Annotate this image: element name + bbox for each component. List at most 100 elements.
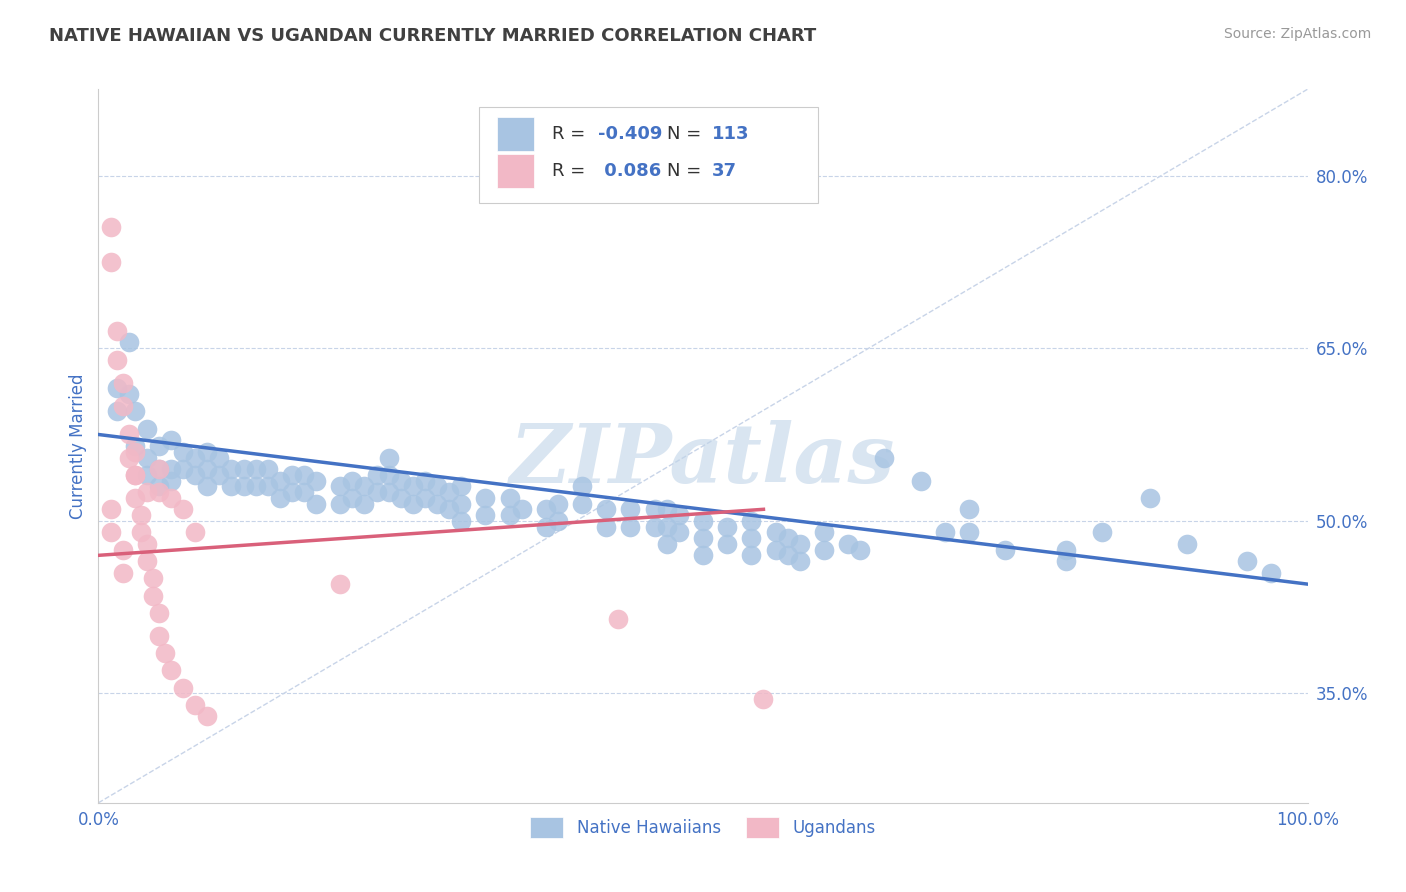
Point bbox=[129, 508, 152, 522]
Point bbox=[172, 444, 194, 458]
Point bbox=[195, 462, 218, 476]
Point bbox=[195, 709, 218, 723]
Point bbox=[245, 462, 267, 476]
Text: N =: N = bbox=[666, 162, 707, 180]
Point bbox=[124, 467, 146, 482]
Point bbox=[402, 497, 425, 511]
Point bbox=[692, 531, 714, 545]
Point bbox=[269, 491, 291, 505]
Point bbox=[740, 514, 762, 528]
Point bbox=[837, 537, 859, 551]
Point bbox=[160, 491, 183, 505]
Point bbox=[305, 497, 328, 511]
Point bbox=[402, 479, 425, 493]
Point bbox=[184, 525, 207, 540]
Point bbox=[571, 497, 593, 511]
Point bbox=[353, 479, 375, 493]
Point bbox=[655, 519, 678, 533]
Point bbox=[1054, 542, 1077, 557]
Point bbox=[135, 450, 157, 465]
Point bbox=[692, 514, 714, 528]
Point bbox=[716, 519, 738, 533]
Point bbox=[934, 525, 956, 540]
Point bbox=[1139, 491, 1161, 505]
Point bbox=[148, 629, 170, 643]
FancyBboxPatch shape bbox=[479, 107, 818, 203]
Point bbox=[413, 474, 436, 488]
Point bbox=[124, 404, 146, 418]
Point bbox=[1054, 554, 1077, 568]
Point bbox=[813, 542, 835, 557]
Point bbox=[1236, 554, 1258, 568]
Point bbox=[692, 549, 714, 563]
Point bbox=[849, 542, 872, 557]
Point bbox=[426, 497, 449, 511]
Point bbox=[148, 485, 170, 500]
Text: NATIVE HAWAIIAN VS UGANDAN CURRENTLY MARRIED CORRELATION CHART: NATIVE HAWAIIAN VS UGANDAN CURRENTLY MAR… bbox=[49, 27, 817, 45]
Point bbox=[256, 462, 278, 476]
Point bbox=[740, 549, 762, 563]
Point bbox=[129, 525, 152, 540]
Point bbox=[100, 220, 122, 235]
Text: R =: R = bbox=[551, 162, 591, 180]
Point bbox=[450, 479, 472, 493]
Text: 37: 37 bbox=[711, 162, 737, 180]
Legend: Native Hawaiians, Ugandans: Native Hawaiians, Ugandans bbox=[523, 811, 883, 845]
Point bbox=[100, 525, 122, 540]
Point bbox=[100, 502, 122, 516]
Point bbox=[221, 462, 243, 476]
Point bbox=[668, 525, 690, 540]
Point bbox=[789, 554, 811, 568]
Point bbox=[957, 525, 980, 540]
Point bbox=[716, 537, 738, 551]
Point bbox=[776, 549, 799, 563]
Point bbox=[111, 376, 134, 390]
Point bbox=[437, 485, 460, 500]
Point bbox=[160, 664, 183, 678]
Point bbox=[184, 467, 207, 482]
Text: R =: R = bbox=[551, 125, 591, 143]
Point bbox=[607, 612, 630, 626]
Point bbox=[105, 381, 128, 395]
Text: 113: 113 bbox=[711, 125, 749, 143]
Point bbox=[245, 479, 267, 493]
Text: ZIPatlas: ZIPatlas bbox=[510, 420, 896, 500]
Text: Source: ZipAtlas.com: Source: ZipAtlas.com bbox=[1223, 27, 1371, 41]
Point bbox=[184, 698, 207, 712]
Point bbox=[160, 474, 183, 488]
Point bbox=[135, 422, 157, 436]
Point bbox=[292, 485, 315, 500]
Point bbox=[100, 255, 122, 269]
Point bbox=[142, 571, 165, 585]
Point bbox=[595, 502, 617, 516]
Point bbox=[135, 537, 157, 551]
Point bbox=[105, 352, 128, 367]
Point bbox=[413, 491, 436, 505]
Point bbox=[1091, 525, 1114, 540]
Point bbox=[571, 479, 593, 493]
Point bbox=[644, 519, 666, 533]
Point bbox=[342, 491, 364, 505]
Point bbox=[305, 474, 328, 488]
Point bbox=[256, 479, 278, 493]
Point bbox=[148, 439, 170, 453]
Point bbox=[776, 531, 799, 545]
Point bbox=[547, 497, 569, 511]
Point bbox=[474, 508, 496, 522]
Point bbox=[172, 681, 194, 695]
Point bbox=[957, 502, 980, 516]
Point bbox=[655, 502, 678, 516]
Point bbox=[342, 474, 364, 488]
Point bbox=[668, 508, 690, 522]
Point bbox=[752, 692, 775, 706]
Point bbox=[105, 404, 128, 418]
Point bbox=[118, 387, 141, 401]
Point bbox=[111, 542, 134, 557]
Point bbox=[437, 502, 460, 516]
Point bbox=[789, 537, 811, 551]
Point bbox=[644, 502, 666, 516]
Point bbox=[281, 485, 304, 500]
Point bbox=[124, 444, 146, 458]
Point bbox=[498, 491, 520, 505]
Point bbox=[148, 606, 170, 620]
